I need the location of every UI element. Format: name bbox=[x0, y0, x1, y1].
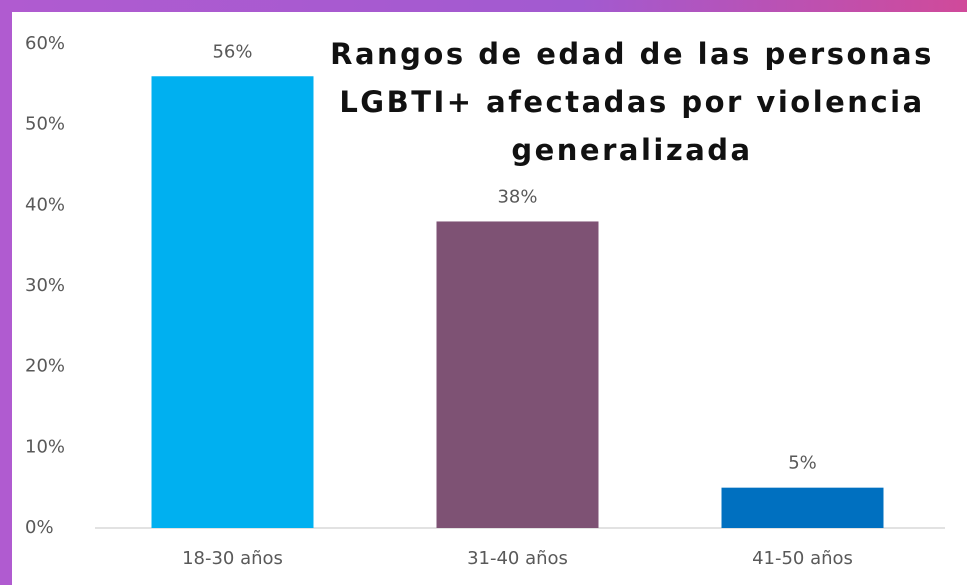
y-tick-label: 40% bbox=[25, 194, 65, 215]
x-tick-label: 18-30 años bbox=[182, 548, 283, 569]
y-tick-label: 20% bbox=[25, 356, 65, 377]
bar bbox=[151, 76, 314, 529]
y-tick-label: 50% bbox=[25, 114, 65, 135]
value-label: 38% bbox=[497, 186, 537, 207]
x-tick-label: 41-50 años bbox=[752, 548, 853, 569]
y-tick-label: 30% bbox=[25, 275, 65, 296]
y-tick-label: 60% bbox=[25, 33, 65, 54]
value-label: 56% bbox=[212, 41, 252, 62]
x-tick-label: 31-40 años bbox=[467, 548, 568, 569]
y-tick-label: 10% bbox=[25, 436, 65, 457]
chart-title: Rangos de edad de las personas LGBTI+ af… bbox=[330, 37, 934, 167]
bar bbox=[721, 487, 884, 528]
value-label: 5% bbox=[788, 453, 817, 474]
y-tick-label: 0% bbox=[25, 517, 54, 538]
bar bbox=[436, 221, 599, 528]
